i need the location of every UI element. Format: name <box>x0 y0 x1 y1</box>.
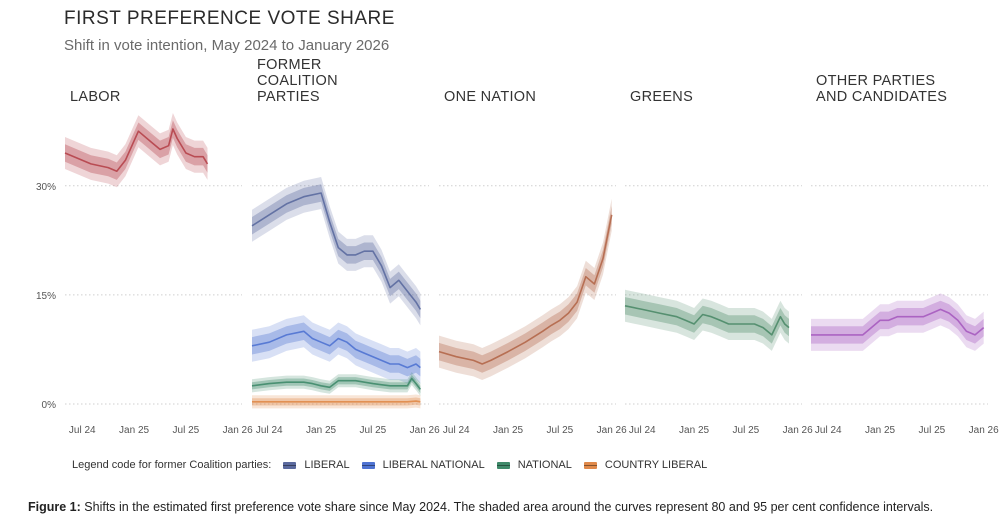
panel-title-former: COALITION <box>257 73 338 89</box>
confidence-band-95 <box>439 198 612 380</box>
x-tick-label: Jan 25 <box>493 425 523 436</box>
chart-title: FIRST PREFERENCE VOTE SHARE <box>64 8 395 29</box>
series-line-former-1 <box>251 330 421 369</box>
legend-swatch-liberal <box>283 461 297 469</box>
x-tick-label: Jul 25 <box>733 425 760 436</box>
x-tick-label: Jul 25 <box>547 425 574 436</box>
legend: Legend code for former Coalition parties… <box>72 459 707 471</box>
x-tick-label: Jan 26 <box>223 425 253 436</box>
confidence-band-95 <box>625 289 789 351</box>
confidence-band-80 <box>252 374 421 394</box>
series-line-other-parties-0 <box>811 308 985 336</box>
x-tick-label: Jul 25 <box>919 425 946 436</box>
caption-text: Shifts in the estimated first preference… <box>84 500 934 514</box>
legend-item-national: NATIONAL <box>496 459 572 471</box>
confidence-band-95 <box>252 177 421 326</box>
confidence-band-80 <box>252 322 421 377</box>
x-tick-label: Jan 26 <box>410 425 440 436</box>
legend-item-country-liberal: COUNTRY LIBERAL <box>583 459 708 471</box>
panel-title-other-parties: OTHER PARTIES <box>816 73 935 89</box>
panel-title-labor: LABOR <box>70 89 121 105</box>
x-tick-label: Jan 26 <box>783 425 813 436</box>
x-tick-label: Jan 25 <box>306 425 336 436</box>
series-line-former-0 <box>251 192 422 310</box>
y-tick-label: 30% <box>36 182 56 193</box>
chart-subtitle: Shift in vote intention, May 2024 to Jan… <box>64 37 390 54</box>
series-line-former-2 <box>251 377 422 390</box>
legend-swatch-national <box>496 461 510 469</box>
legend-swatch-country-liberal <box>583 461 597 469</box>
x-tick-label: Jul 24 <box>815 425 842 436</box>
x-tick-label: Jul 24 <box>256 425 283 436</box>
legend-label-country-liberal: COUNTRY LIBERAL <box>604 459 708 471</box>
x-tick-label: Jan 26 <box>597 425 627 436</box>
x-tick-label: Jul 25 <box>173 425 200 436</box>
panel-title-greens: GREENS <box>630 89 693 105</box>
legend-label-liberal-national: LIBERAL NATIONAL <box>382 459 485 471</box>
legend-label-national: NATIONAL <box>517 459 572 471</box>
series-line-greens-0 <box>624 305 790 336</box>
legend-swatch-liberal-national <box>361 461 375 469</box>
series-line-former-3 <box>252 400 421 403</box>
x-tick-label: Jan 25 <box>119 425 149 436</box>
y-tick-label: 15% <box>36 291 56 302</box>
panel-title-former: PARTIES <box>257 89 320 105</box>
small-multiples-chart: 0% 15% 30% LABOR Jul 24 Jan 25 Jul 25 Jan 26 FOR… <box>36 57 999 436</box>
x-tick-label: Jan 26 <box>969 425 999 436</box>
x-tick-label: Jan 25 <box>679 425 709 436</box>
legend-label-liberal: LIBERAL <box>304 459 350 471</box>
x-tick-label: Jul 24 <box>629 425 656 436</box>
legend-prefix: Legend code for former Coalition parties… <box>72 459 272 471</box>
y-tick-label: 0% <box>42 400 57 411</box>
panel-title-other-parties: AND CANDIDATES <box>816 89 947 105</box>
confidence-band-80 <box>625 297 789 344</box>
confidence-band-95 <box>811 293 984 351</box>
confidence-band-80 <box>811 300 984 344</box>
figure-caption: Figure 1: Shifts in the estimated first … <box>28 500 933 514</box>
legend-item-liberal: LIBERAL <box>283 459 350 471</box>
x-tick-label: Jan 25 <box>865 425 895 436</box>
confidence-band-95 <box>252 315 421 384</box>
series-line-labor-0 <box>64 128 209 172</box>
x-tick-label: Jul 24 <box>443 425 470 436</box>
x-tick-label: Jul 24 <box>69 425 96 436</box>
legend-item-liberal-national: LIBERAL NATIONAL <box>361 459 485 471</box>
caption-label: Figure 1: <box>28 500 81 514</box>
panel-title-former: FORMER <box>257 57 322 73</box>
series-line-one-nation-0 <box>438 214 613 365</box>
x-tick-label: Jul 25 <box>360 425 387 436</box>
confidence-band-95 <box>252 372 421 396</box>
panel-title-one-nation: ONE NATION <box>444 89 536 105</box>
